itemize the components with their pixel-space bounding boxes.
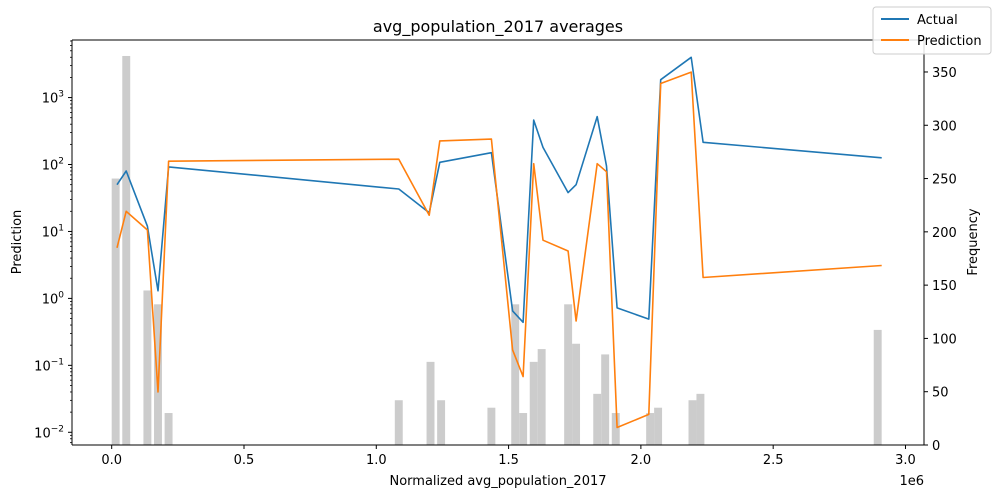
x-axis-offset-label: 1e6 [899, 474, 924, 489]
histogram-bar [646, 413, 655, 445]
y-right-tick-label: 0 [932, 439, 940, 454]
histogram-bar [529, 361, 538, 445]
y-right-tick-label: 250 [932, 173, 957, 188]
histogram-bar [426, 361, 435, 445]
y-left-axis-ticks: 10−2 10−1 100 101 102 103 [34, 40, 72, 444]
histogram-bar [593, 393, 602, 445]
histogram-bars [111, 55, 882, 446]
x-axis-label: Normalized avg_population_2017 [389, 474, 606, 489]
y-left-axis-label: Prediction [10, 210, 25, 275]
histogram-bar [122, 55, 131, 445]
histogram-bar [688, 400, 697, 445]
histogram-bar [601, 354, 610, 445]
y-left-tick-label: 102 [42, 157, 64, 174]
y-right-tick-label: 150 [932, 279, 957, 294]
histogram-bar [143, 290, 152, 445]
x-tick-label: 0.0 [101, 453, 122, 468]
legend-label-prediction: Prediction [917, 34, 982, 49]
histogram-bar [696, 393, 705, 445]
y-right-tick-label: 200 [932, 226, 957, 241]
histogram-bar [519, 413, 528, 445]
y-right-tick-label: 300 [932, 119, 957, 134]
histogram-bar [164, 413, 173, 445]
x-axis-ticks: 0.0 0.5 1.0 1.5 2.0 2.5 3.0 [101, 445, 916, 468]
x-tick-label: 2.5 [763, 453, 784, 468]
y-right-axis-ticks: 0 50 100 150 200 250 300 350 [924, 66, 957, 454]
chart-title: avg_population_2017 averages [373, 17, 623, 37]
x-tick-label: 2.0 [631, 453, 652, 468]
histogram-bar [564, 304, 573, 445]
x-tick-label: 3.0 [895, 453, 916, 468]
histogram-bar [572, 343, 581, 445]
x-tick-label: 1.0 [366, 453, 387, 468]
x-tick-label: 0.5 [234, 453, 255, 468]
histogram-bar [111, 178, 120, 446]
y-left-tick-label: 10−1 [34, 357, 64, 374]
y-left-tick-label: 100 [42, 290, 65, 307]
y-right-tick-label: 50 [932, 386, 949, 401]
x-tick-label: 1.5 [498, 453, 519, 468]
histogram-bar [611, 413, 620, 445]
histogram-bar [487, 407, 496, 445]
histogram-bar [537, 349, 546, 445]
series-line-actual [116, 56, 882, 324]
y-left-tick-label: 103 [42, 90, 64, 107]
histogram-bar [873, 329, 882, 445]
legend: Actual Prediction [872, 6, 992, 55]
y-left-tick-label: 10−2 [34, 424, 64, 441]
y-right-tick-label: 350 [932, 66, 957, 81]
y-left-tick-label: 101 [42, 223, 64, 240]
series-lines [116, 56, 882, 429]
legend-label-actual: Actual [917, 13, 958, 28]
histogram-bar [437, 400, 446, 445]
y-right-tick-label: 100 [932, 332, 957, 347]
histogram-bar [394, 400, 403, 445]
series-line-prediction [116, 71, 882, 429]
histogram-bar [511, 304, 520, 445]
y-right-axis-label: Frequency [966, 208, 981, 275]
axes-frame [71, 39, 925, 446]
histogram-bar [154, 304, 162, 445]
histogram-bar [654, 407, 663, 445]
